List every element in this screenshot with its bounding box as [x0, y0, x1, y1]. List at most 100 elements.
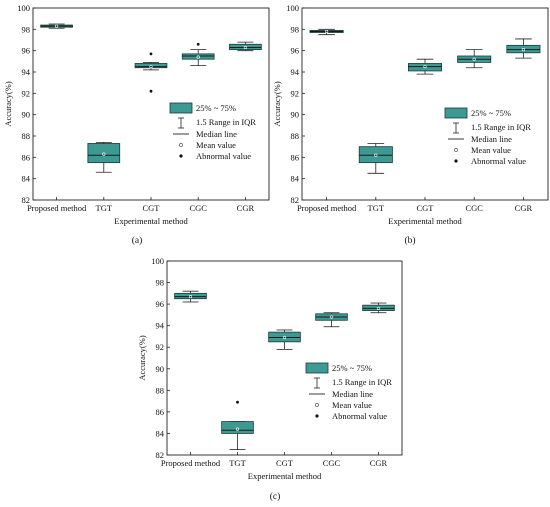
legend-label: Abnormal value — [471, 156, 526, 166]
y-tick-label: 98 — [291, 24, 300, 34]
box-proposed-method — [309, 28, 344, 36]
legend-swatch-box — [444, 107, 468, 119]
legend-label: Abnormal value — [332, 411, 387, 421]
legend-abnormal-glyph — [179, 154, 183, 158]
iqr-box — [221, 421, 254, 434]
y-tick-label: 86 — [22, 152, 31, 162]
mean-marker — [235, 427, 240, 431]
legend: 25% ~ 75% 1.5 Range in IQR Median lineMean… — [444, 107, 531, 166]
mean-marker — [149, 65, 153, 69]
legend-label: Mean value — [196, 140, 236, 150]
x-tick-label: CGR — [515, 203, 533, 213]
panel-caption: (c) — [270, 491, 281, 502]
y-tick-label: 88 — [291, 131, 300, 141]
y-axis-title: Accuracy(%) — [3, 81, 13, 126]
box-cgc — [457, 49, 492, 69]
legend-label: Median line — [471, 134, 512, 144]
y-tick-label: 92 — [22, 88, 31, 98]
y-tick-label: 90 — [156, 364, 165, 374]
x-tick-label: CGT — [276, 458, 294, 468]
y-tick-label: 88 — [156, 385, 165, 395]
legend-abnormal-glyph — [454, 159, 458, 163]
chart-panel-3: 82 84 86 88 90 92 94 96 98 100 Proposed method TGT C… — [137, 256, 403, 502]
legend-label: 25% ~ 75% — [332, 363, 372, 373]
y-tick-label: 94 — [22, 67, 31, 77]
iqr-box — [506, 44, 541, 54]
x-tick-label: CGC — [323, 458, 341, 468]
legend-abnormal-glyph — [315, 414, 319, 418]
mean-marker — [423, 65, 427, 69]
mean-marker — [282, 335, 287, 340]
box-cgr — [362, 302, 395, 314]
legend: 25% ~ 75% 1.5 Range in IQR Median lineMean… — [169, 102, 256, 161]
box-cgc — [315, 312, 348, 328]
x-tick-label: Proposed method — [297, 203, 357, 213]
box-cgt — [268, 329, 301, 350]
mean-marker — [374, 153, 378, 157]
legend-mean-glyph — [454, 148, 458, 152]
legend-swatch-box — [169, 102, 193, 114]
mean-marker — [376, 306, 381, 311]
box-cgr — [229, 41, 262, 52]
y-tick-label: 84 — [291, 174, 300, 184]
y-tick-label: 88 — [22, 131, 31, 141]
mean-marker — [472, 57, 476, 61]
chart-panel-2: 82 84 86 88 90 92 94 96 98 100 Proposed method TGT C… — [272, 3, 549, 246]
x-tick-label: TGT — [96, 203, 113, 213]
y-tick-label: 92 — [156, 342, 165, 352]
legend-swatch-box — [305, 362, 329, 374]
y-tick-label: 94 — [291, 67, 300, 77]
y-axis-title: Accuracy(%) — [272, 81, 282, 126]
y-tick-label: 82 — [291, 195, 300, 205]
mean-marker — [54, 24, 59, 28]
x-axis-title: Experimental method — [114, 216, 188, 226]
iqr-box — [174, 292, 207, 300]
y-tick-label: 82 — [22, 195, 31, 205]
y-tick-label: 98 — [156, 278, 165, 288]
legend-mean-glyph — [179, 143, 183, 147]
legend-label: 1.5 Range in IQR — [196, 117, 256, 127]
iqr-box — [362, 304, 395, 311]
y-tick-label: 94 — [156, 321, 165, 331]
legend-label: 1.5 Range in IQR — [471, 122, 531, 132]
box-proposed-method — [174, 290, 207, 303]
x-tick-label: TGT — [368, 203, 385, 213]
mean-marker — [196, 55, 200, 59]
iqr-box — [181, 53, 215, 60]
box-cgt — [407, 58, 443, 75]
iqr-box — [229, 43, 262, 50]
x-axis-title: Experimental method — [388, 216, 462, 226]
panel-caption: (b) — [404, 235, 415, 246]
y-tick-label: 96 — [156, 299, 165, 309]
panel-caption: (a) — [132, 235, 143, 246]
y-tick-label: 82 — [156, 450, 165, 460]
plot-frame — [301, 7, 549, 201]
chart-panel-1: 82 84 86 88 90 92 94 96 98 100 Proposed method TGT C… — [3, 3, 270, 246]
x-tick-label: CGT — [417, 203, 435, 213]
y-tick-label: 90 — [22, 110, 31, 120]
y-tick-label: 100 — [286, 3, 299, 13]
box-tgt — [221, 400, 254, 451]
y-tick-label: 92 — [291, 88, 300, 98]
y-tick-label: 86 — [156, 407, 165, 417]
legend-label: 25% ~ 75% — [196, 103, 236, 113]
box-cgr — [506, 38, 541, 59]
y-tick-label: 86 — [291, 152, 300, 162]
outlier-point — [236, 400, 239, 404]
box-proposed-method — [40, 23, 73, 29]
mean-marker — [102, 152, 106, 156]
mean-marker — [329, 315, 334, 319]
legend-label: 1.5 Range in IQR — [332, 377, 392, 387]
y-tick-label: 100 — [151, 256, 164, 266]
y-tick-label: 84 — [22, 174, 31, 184]
legend: 25% ~ 75% 1.5 Range in IQR Median lineMean… — [305, 362, 392, 421]
box-tgt — [87, 141, 121, 173]
outlier-point — [149, 89, 153, 93]
y-tick-label: 84 — [156, 428, 165, 438]
y-tick-label: 100 — [17, 3, 30, 13]
x-tick-label: TGT — [229, 458, 246, 468]
box-cgc — [181, 42, 215, 66]
iqr-box — [358, 146, 393, 164]
legend-label: Median line — [196, 129, 237, 139]
